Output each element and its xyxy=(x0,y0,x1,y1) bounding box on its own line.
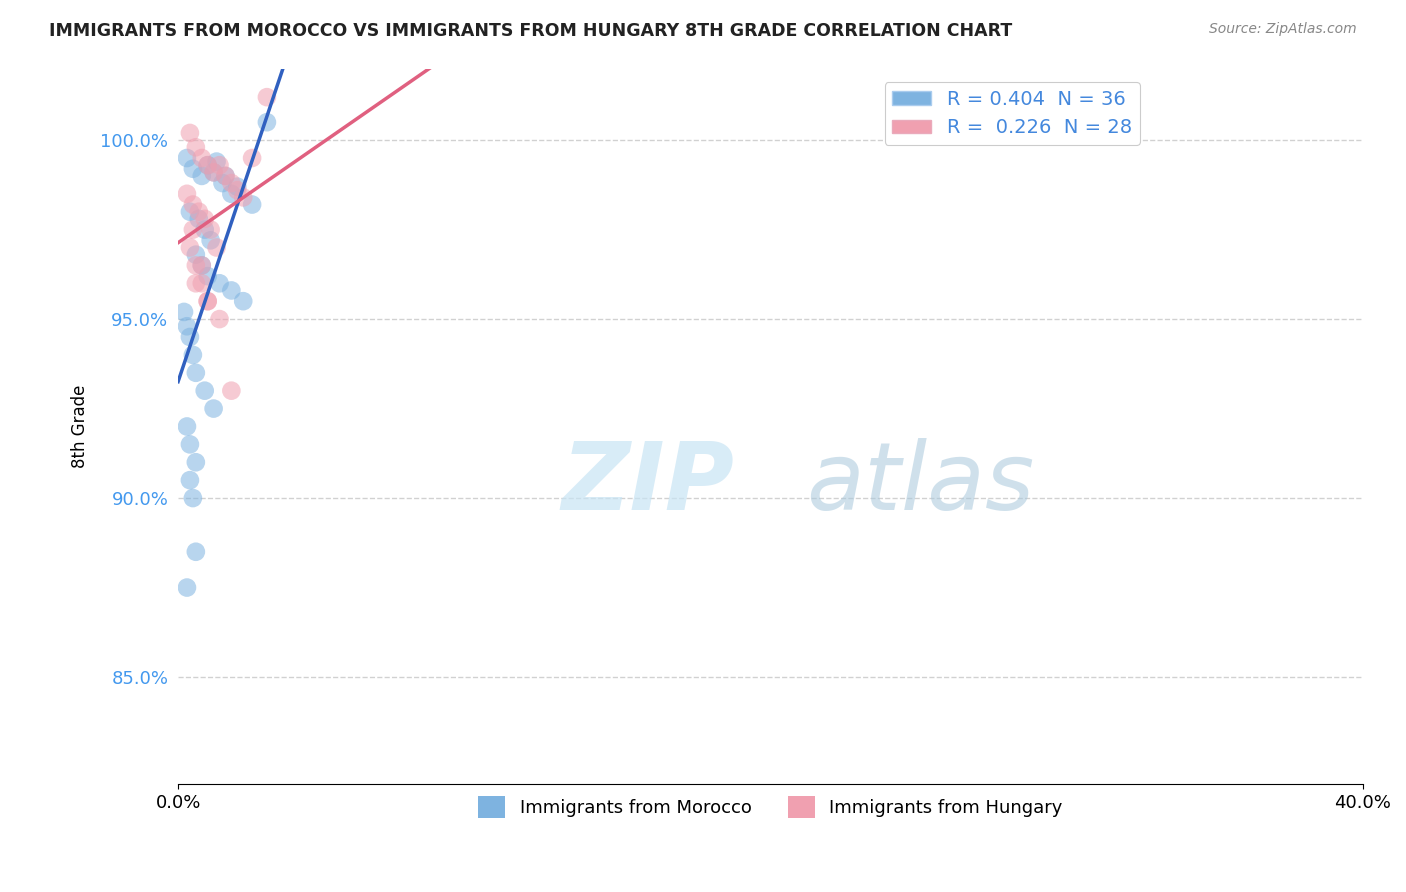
Point xyxy=(205,154,228,169)
Point xyxy=(184,247,207,261)
Point xyxy=(197,269,219,284)
Point xyxy=(205,240,228,254)
Point xyxy=(240,197,263,211)
Point xyxy=(179,473,201,487)
Point xyxy=(197,158,219,172)
Point xyxy=(191,259,214,273)
Point xyxy=(184,545,207,559)
Point xyxy=(191,169,214,183)
Point xyxy=(214,169,236,183)
Point xyxy=(179,240,201,254)
Point xyxy=(179,204,201,219)
Y-axis label: 8th Grade: 8th Grade xyxy=(72,384,89,468)
Point xyxy=(191,151,214,165)
Point xyxy=(200,222,222,236)
Point xyxy=(194,384,217,398)
Point xyxy=(181,348,204,362)
Point xyxy=(211,176,233,190)
Point xyxy=(232,294,254,309)
Point xyxy=(194,222,217,236)
Point xyxy=(208,277,231,291)
Point xyxy=(191,259,214,273)
Point xyxy=(179,437,201,451)
Point xyxy=(191,277,214,291)
Text: atlas: atlas xyxy=(806,438,1033,529)
Point xyxy=(181,161,204,176)
Point xyxy=(208,158,231,172)
Point xyxy=(208,312,231,326)
Point xyxy=(202,165,225,179)
Text: Source: ZipAtlas.com: Source: ZipAtlas.com xyxy=(1209,22,1357,37)
Point xyxy=(184,259,207,273)
Point xyxy=(184,366,207,380)
Point xyxy=(184,277,207,291)
Point xyxy=(187,204,209,219)
Point xyxy=(256,115,278,129)
Point xyxy=(179,126,201,140)
Point xyxy=(194,211,217,226)
Legend: Immigrants from Morocco, Immigrants from Hungary: Immigrants from Morocco, Immigrants from… xyxy=(471,789,1070,825)
Point xyxy=(173,305,195,319)
Point xyxy=(176,319,198,334)
Point xyxy=(197,294,219,309)
Text: IMMIGRANTS FROM MOROCCO VS IMMIGRANTS FROM HUNGARY 8TH GRADE CORRELATION CHART: IMMIGRANTS FROM MOROCCO VS IMMIGRANTS FR… xyxy=(49,22,1012,40)
Point xyxy=(184,140,207,154)
Point xyxy=(181,222,204,236)
Point xyxy=(221,384,243,398)
Point xyxy=(181,491,204,505)
Point xyxy=(179,330,201,344)
Point xyxy=(187,211,209,226)
Point xyxy=(256,90,278,104)
Point xyxy=(240,151,263,165)
Point xyxy=(232,190,254,204)
Point xyxy=(214,169,236,183)
Point xyxy=(176,186,198,201)
Text: ZIP: ZIP xyxy=(562,438,735,530)
Point xyxy=(184,455,207,469)
Point xyxy=(221,176,243,190)
Point xyxy=(226,183,249,197)
Point xyxy=(221,284,243,298)
Point xyxy=(202,401,225,416)
Point xyxy=(202,165,225,179)
Point xyxy=(176,151,198,165)
Point xyxy=(197,294,219,309)
Point xyxy=(221,186,243,201)
Point xyxy=(176,581,198,595)
Point xyxy=(226,179,249,194)
Point xyxy=(197,158,219,172)
Point xyxy=(200,233,222,247)
Point xyxy=(181,197,204,211)
Point xyxy=(176,419,198,434)
